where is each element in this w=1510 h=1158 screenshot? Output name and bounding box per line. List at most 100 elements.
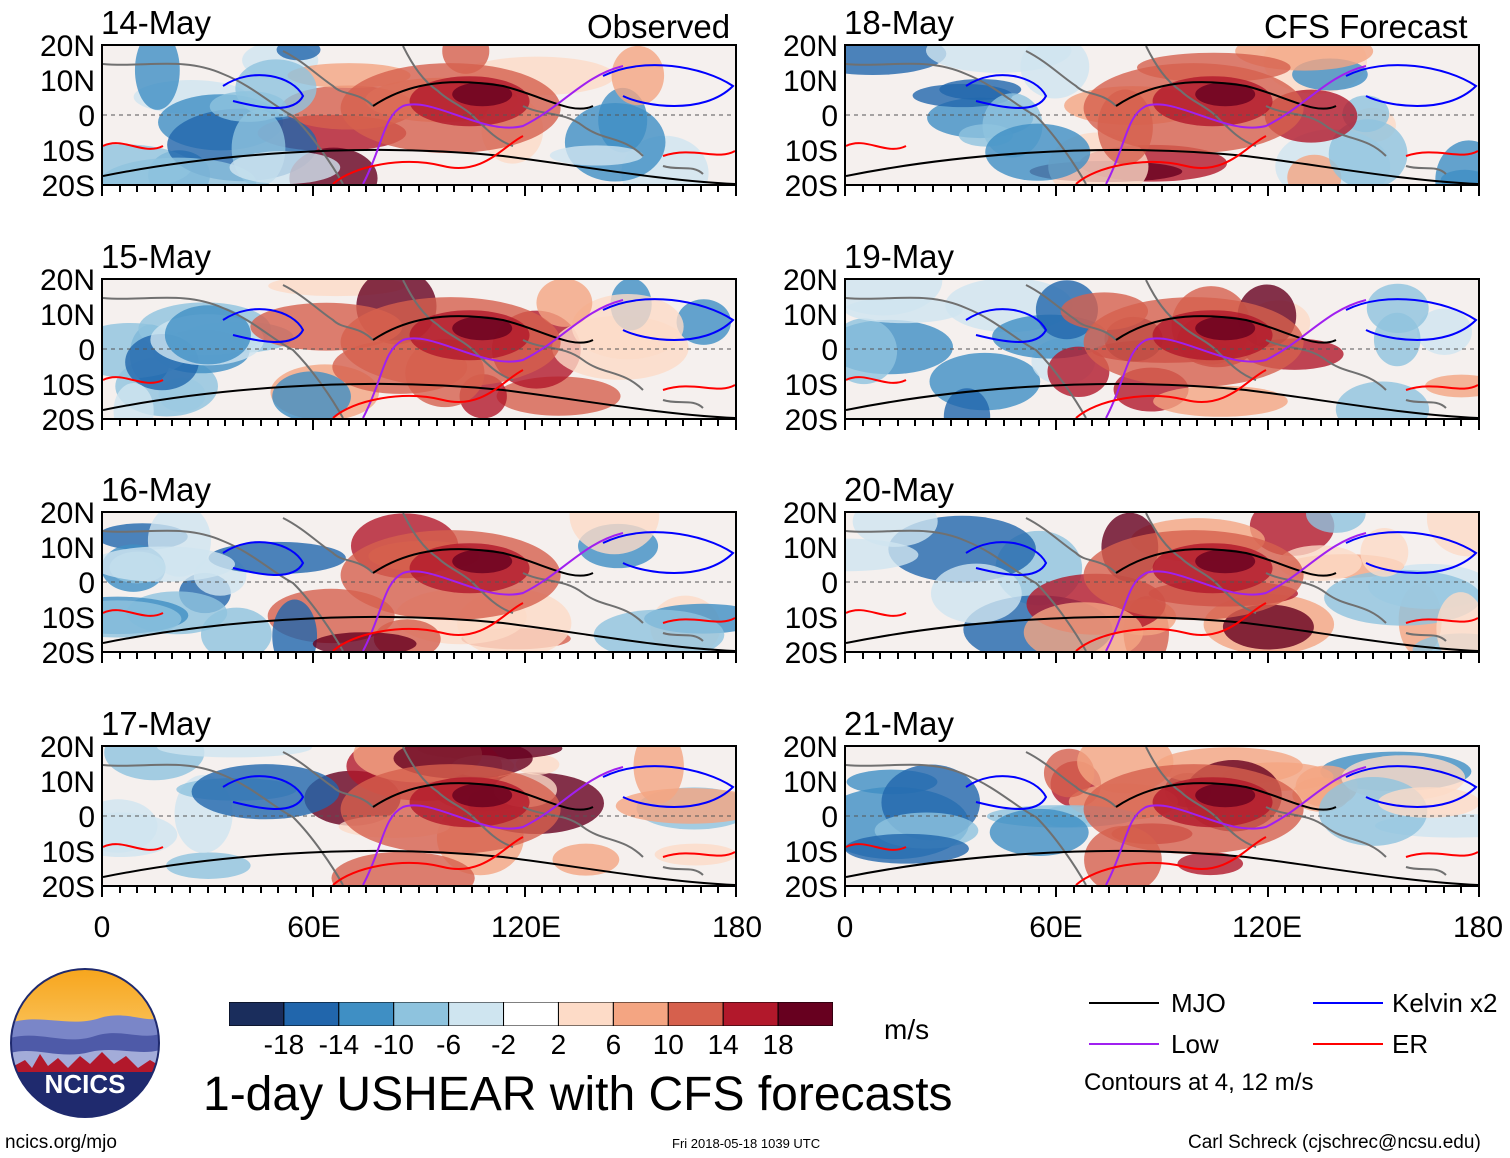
y-tick-label: 20N [782,264,838,297]
shear-map-panel [101,278,737,420]
y-tick-label: 10S [41,369,95,402]
axis-tick [1108,420,1111,426]
colorbar-tick-label: -2 [491,1029,516,1060]
axis-tick [914,653,917,659]
axis-tick [435,887,438,893]
x-tick-label: 60E [1029,911,1083,944]
axis-tick [896,420,899,426]
shear-field [846,747,1478,885]
axis-tick [1090,420,1093,426]
axis-tick [259,653,262,659]
axis-tick [1002,887,1005,893]
axis-tick [1125,653,1128,659]
axis-tick [664,420,667,426]
axis-tick [294,887,297,893]
axis-tick [682,653,685,659]
axis-tick [984,186,987,192]
colorbar-tick-label: -18 [263,1029,305,1060]
axis-tick [400,420,403,426]
shear-field [103,513,735,651]
axis-tick [629,887,632,893]
axis-tick [1108,186,1111,192]
axis-tick [241,653,244,659]
axis-tick [294,653,297,659]
axis-tick [329,887,332,893]
axis-tick [488,887,491,893]
axis-tick [1143,887,1146,893]
axis-tick [1002,420,1005,426]
axis-tick [611,420,614,426]
panel-date: 17-May [101,705,212,742]
axis-tick [1249,887,1252,893]
axis-tick [1407,653,1410,659]
axis-tick [879,186,882,192]
axis-tick [1478,186,1480,196]
axis-tick [1442,653,1445,659]
y-tick-label: 20S [784,871,838,904]
axis-tick [1213,653,1216,659]
colorbar-swatches [228,1001,834,1027]
axis-tick [435,186,438,192]
axis-tick [646,653,649,659]
axis-tick [1354,186,1357,192]
footer-timestamp: Fri 2018-05-18 1039 UTC [672,1136,821,1151]
axis-tick [312,186,315,196]
axis-tick [101,420,103,430]
axis-tick [984,887,987,893]
axis-tick [1442,887,1445,893]
axis-tick [418,186,420,192]
axis-tick [400,887,403,893]
legend-label-mjo: MJO [1171,988,1226,1018]
axis-tick [1178,186,1181,192]
panel-date: 14-May [101,4,212,41]
axis-tick [189,420,192,426]
axis-tick [1319,420,1322,426]
legend-label-low: Low [1171,1029,1219,1059]
axis-tick [277,420,280,426]
axis-tick [118,186,121,192]
axis-tick [611,887,614,893]
axis-tick [1354,887,1357,893]
axis-tick [1178,653,1181,659]
axis-tick [1020,887,1023,893]
axis-tick [1319,887,1322,893]
colorbar-tick-label: -10 [373,1029,414,1060]
shear-field [103,280,735,418]
axis-tick [735,420,737,430]
axis-tick [664,653,667,659]
axis-tick [1442,420,1445,426]
axis-tick [699,420,702,426]
axis-tick [1108,653,1111,659]
axis-tick [682,186,685,192]
axis-tick [541,887,544,893]
axis-tick [1037,653,1040,659]
axis-tick [488,186,491,192]
axis-tick [1407,186,1410,192]
y-tick-label: 10N [39,766,95,799]
axis-tick [1460,887,1463,893]
axis-tick [400,653,403,659]
axis-tick [1389,653,1392,659]
y-tick-label: 10S [784,836,838,869]
axis-tick [506,653,509,659]
axis-tick [1055,887,1058,897]
y-tick-label: 20N [782,30,838,63]
axis-tick [1125,186,1128,192]
axis-tick [576,887,579,893]
shear-field [103,46,735,184]
axis-tick [1284,653,1287,659]
axis-tick [646,887,649,893]
y-tick-label: 10N [39,532,95,565]
colorbar-tick-label: -14 [318,1029,360,1060]
axis-tick [896,887,899,893]
panel-date: 16-May [101,471,212,508]
axis-tick [488,420,491,426]
axis-tick [118,653,121,659]
axis-tick [861,186,864,192]
axis-tick [1337,186,1340,192]
axis-tick [118,420,121,426]
axis-tick [1020,420,1023,426]
axis-tick [1196,653,1199,659]
axis-tick [861,887,864,893]
axis-tick [735,653,737,663]
